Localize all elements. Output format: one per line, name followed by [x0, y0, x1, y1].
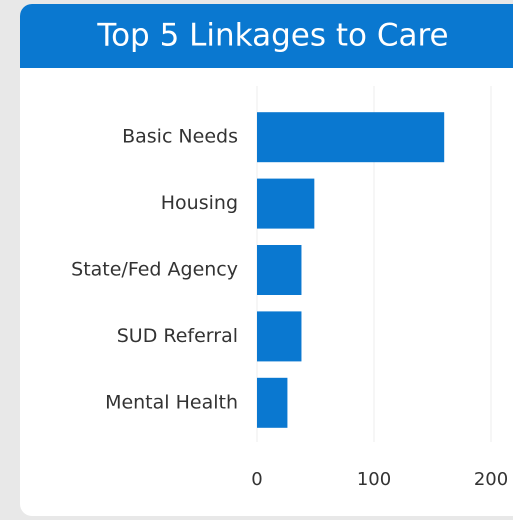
bar [257, 245, 302, 295]
y-tick-label: Basic Needs [122, 126, 238, 148]
bar [257, 377, 288, 428]
y-tick-label: State/Fed Agency [71, 259, 238, 281]
bar [257, 178, 315, 229]
bar [257, 311, 302, 362]
y-tick-label: Mental Health [105, 391, 238, 413]
y-tick-label: Housing [161, 192, 238, 214]
x-tick-label: 100 [357, 469, 391, 490]
header [20, 4, 513, 68]
x-tick-label: 200 [474, 469, 508, 490]
chart-title: Top 5 Linkages to Care [96, 18, 448, 54]
x-tick-label: 0 [251, 469, 262, 490]
y-tick-label: SUD Referral [117, 325, 238, 347]
bar [257, 112, 445, 163]
